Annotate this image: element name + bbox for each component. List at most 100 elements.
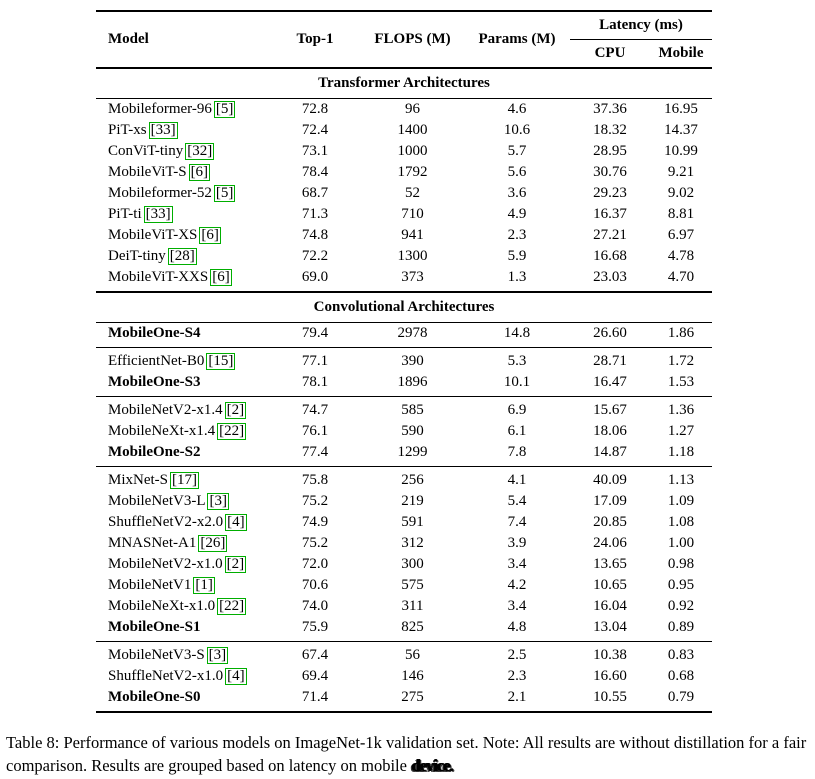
- citation-link[interactable]: [22]: [217, 598, 247, 615]
- citation-link[interactable]: [6]: [199, 227, 221, 244]
- model-name-cell: ConViT-tiny [32]: [96, 141, 269, 162]
- citation-link[interactable]: [5]: [213, 185, 236, 202]
- params-value: 7.8: [507, 444, 527, 460]
- mobile-value: 0.68: [667, 668, 695, 684]
- flops-value: 1792: [397, 164, 428, 180]
- top1-value: 74.7: [269, 396, 361, 421]
- model-name-cell: MobileOne-S0: [96, 687, 269, 712]
- model-name: MobileNetV3-L: [108, 493, 206, 509]
- cpu-value: 26.60: [593, 325, 627, 341]
- model-name: ConViT-tiny: [108, 143, 184, 159]
- model-name-cell: MobileViT-S [6]: [96, 162, 269, 183]
- params-value: 4.6: [507, 101, 527, 117]
- flops-value: 300: [401, 556, 424, 572]
- results-table: Model Top-1 FLOPS (M) Params (M) Latency…: [96, 10, 713, 713]
- model-row: MobileOne-S2 77.4 1299 7.8 14.87 1.18: [96, 442, 712, 467]
- citation-link[interactable]: [2]: [224, 556, 247, 573]
- cpu-value: 40.09: [570, 466, 650, 491]
- col-header-mobile: Mobile: [650, 39, 713, 69]
- flops-value: 585: [361, 396, 464, 421]
- model-row: PiT-ti [33] 71.3 710 4.9 16.37 8.81: [96, 204, 712, 225]
- citation-link[interactable]: [33]: [148, 122, 178, 139]
- citation-link[interactable]: [32]: [185, 143, 215, 160]
- col-header-latency-group: Latency (ms): [570, 11, 713, 40]
- cpu-value: 16.68: [593, 248, 627, 264]
- params-value: 5.9: [507, 248, 527, 264]
- params-value: 2.1: [507, 689, 527, 705]
- cpu-value: 18.32: [593, 122, 627, 138]
- cpu-value: 10.65: [593, 577, 627, 593]
- model-name-cell: MobileNeXt-x1.0 [22]: [96, 596, 269, 617]
- params-value: 2.3: [507, 668, 527, 684]
- model-name-cell: MNASNet-A1 [26]: [96, 533, 269, 554]
- citation-link[interactable]: [15]: [206, 353, 236, 370]
- cpu-value: 13.04: [593, 619, 627, 635]
- citation-link[interactable]: [3]: [206, 647, 229, 664]
- citation-link[interactable]: [1]: [193, 577, 215, 594]
- model-row: ShuffleNetV2-x2.0 [4] 74.9 591 7.4 20.85 1.08: [96, 512, 712, 533]
- mobile-value: 1.18: [667, 444, 695, 460]
- flops-value: 52: [405, 185, 420, 201]
- flops-value: 390: [361, 347, 464, 372]
- top1-value: 72.2: [301, 248, 329, 264]
- mobile-value: 0.95: [667, 577, 695, 593]
- caption-artifact-text: device.: [411, 756, 453, 776]
- model-name: MobileOne-S1: [108, 619, 201, 635]
- top1-value: 71.3: [301, 206, 329, 222]
- flops-value: 275: [401, 689, 424, 705]
- mobile-value: 1.72: [650, 347, 713, 372]
- section-header-row: Transformer Architectures: [96, 67, 713, 99]
- flops-value: 1896: [397, 374, 428, 390]
- top1-value: 74.9: [301, 514, 329, 530]
- mobile-value: 0.79: [667, 689, 695, 705]
- model-name-cell: MobileNetV3-L [3]: [96, 491, 269, 512]
- model-row: MobileOne-S0 71.4 275 2.1 10.55 0.79: [96, 687, 712, 712]
- params-value: 3.9: [507, 535, 527, 551]
- flops-value: 2978: [397, 325, 428, 341]
- model-name-cell: ShuffleNetV2-x2.0 [4]: [96, 512, 269, 533]
- citation-link[interactable]: [33]: [143, 206, 173, 223]
- model-name: MobileNetV3-S: [108, 647, 205, 663]
- header-row-1: Model Top-1 FLOPS (M) Params (M) Latency…: [96, 11, 713, 69]
- top1-value: 72.8: [301, 101, 329, 117]
- model-row: MobileViT-S [6] 78.4 1792 5.6 30.76 9.21: [96, 162, 712, 183]
- flops-value: 96: [405, 101, 420, 117]
- cpu-value: 16.47: [593, 374, 627, 390]
- table-caption: Table 8: Performance of various models o…: [6, 731, 809, 778]
- top1-value: 75.8: [269, 466, 361, 491]
- citation-link[interactable]: [17]: [170, 472, 199, 489]
- col-header-model: Model: [96, 11, 269, 69]
- top1-value: 69.0: [301, 269, 329, 285]
- model-row: ShuffleNetV2-x1.0 [4] 69.4 146 2.3 16.60 0.68: [96, 666, 712, 687]
- top1-value: 75.2: [301, 535, 329, 551]
- flops-value: 825: [401, 619, 424, 635]
- top1-value: 77.1: [269, 347, 361, 372]
- citation-link[interactable]: [2]: [224, 402, 247, 419]
- model-name: Mobileformer-52: [108, 185, 212, 201]
- mobile-value: 1.08: [667, 514, 695, 530]
- params-value: 3.6: [507, 185, 527, 201]
- citation-link[interactable]: [6]: [188, 164, 211, 181]
- model-name: MobileNetV2-x1.0: [108, 556, 223, 572]
- cpu-value: 28.71: [570, 347, 650, 372]
- cpu-value: 27.21: [593, 227, 627, 243]
- citation-link[interactable]: [5]: [213, 101, 236, 118]
- mobile-value: 1.36: [650, 396, 713, 421]
- citation-link[interactable]: [4]: [225, 668, 247, 685]
- cpu-value: 24.06: [593, 535, 627, 551]
- params-value: 7.4: [507, 514, 527, 530]
- citation-link[interactable]: [22]: [217, 423, 247, 440]
- cpu-value: 28.95: [593, 143, 627, 159]
- section-header-row: Convolutional Architectures: [96, 291, 713, 323]
- citation-link[interactable]: [3]: [207, 493, 229, 510]
- mobile-value: 9.02: [667, 185, 695, 201]
- flops-value: 941: [401, 227, 424, 243]
- citation-link[interactable]: [6]: [210, 269, 232, 286]
- citation-link[interactable]: [4]: [225, 514, 247, 531]
- citation-link[interactable]: [28]: [167, 248, 197, 265]
- model-name: MobileOne-S0: [108, 689, 201, 705]
- cpu-value: 13.65: [593, 556, 627, 572]
- mobile-value: 6.97: [667, 227, 695, 243]
- model-row: MobileNetV1 [1] 70.6 575 4.2 10.65 0.95: [96, 575, 712, 596]
- citation-link[interactable]: [26]: [198, 535, 228, 552]
